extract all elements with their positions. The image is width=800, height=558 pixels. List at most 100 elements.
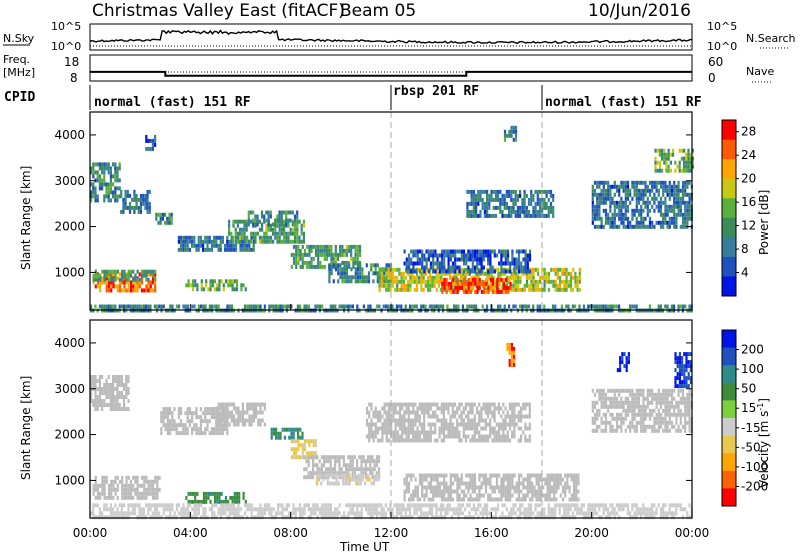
scatter-cell (116, 395, 118, 399)
scatter-cell (450, 423, 452, 427)
scatter-cell (357, 257, 359, 261)
scatter-cell (571, 494, 573, 498)
scatter-cell (152, 274, 154, 278)
scatter-cell (533, 490, 535, 494)
scatter-cell (463, 282, 465, 286)
scatter-cell (441, 498, 443, 502)
scatter-cell (575, 494, 577, 498)
scatter-cell (607, 213, 609, 217)
scatter-cell (222, 411, 224, 415)
scatter-cell (221, 279, 223, 283)
scatter-cell (412, 254, 414, 258)
scatter-cell (483, 439, 485, 443)
scatter-cell (192, 492, 194, 496)
scatter-cell (398, 288, 400, 292)
scatter-cell (403, 288, 405, 292)
scatter-cell (119, 480, 121, 484)
scatter-cell (667, 401, 669, 405)
scatter-cell (233, 244, 235, 248)
scatter-cell (454, 411, 456, 415)
scatter-cell (288, 428, 290, 432)
scatter-cell (670, 169, 672, 173)
scatter-cell (244, 244, 246, 248)
scatter-cell (528, 284, 530, 288)
scatter-cell (569, 498, 571, 502)
scatter-cell (517, 210, 519, 214)
scatter-cell (463, 435, 465, 439)
scatter-cell (195, 423, 197, 427)
scatter-cell (682, 185, 684, 189)
scatter-cell (647, 425, 649, 429)
scatter-cell (596, 429, 598, 433)
scatter-cell (629, 201, 631, 205)
scatter-cell (377, 427, 379, 431)
scatter-cell (481, 474, 483, 478)
scatter-cell (128, 278, 130, 282)
scatter-cell (346, 261, 348, 265)
scatter-cell (396, 288, 398, 292)
scatter-cell (494, 486, 496, 490)
scatter-cell (408, 254, 410, 258)
scatter-cell (439, 474, 441, 478)
scatter-cell (571, 498, 573, 502)
scatter-cell (211, 248, 213, 252)
scatter-cell (421, 474, 423, 478)
scatter-cell (328, 253, 330, 257)
scatter-cell (514, 266, 516, 270)
scatter-cell (296, 232, 298, 236)
scatter-cell (603, 201, 605, 205)
scatter-cell (577, 498, 579, 502)
scatter-cell (165, 415, 167, 419)
scatter-cell (546, 214, 548, 218)
scatter-cell (333, 257, 335, 261)
range-tick-label: 3000 (54, 174, 85, 188)
scatter-cell (408, 486, 410, 490)
scatter-cell (671, 413, 673, 417)
scatter-cell (651, 397, 653, 401)
scatter-cell (387, 288, 389, 292)
scatter-cell (191, 415, 193, 419)
scatter-cell (392, 411, 394, 415)
scatter-cell (357, 263, 359, 267)
scatter-cell (337, 253, 339, 257)
scatter-cell (240, 411, 242, 415)
scatter-cell (209, 248, 211, 252)
scatter-cell (286, 305, 288, 309)
scatter-cell (121, 305, 123, 309)
scatter-cell (143, 484, 145, 488)
scatter-cell (524, 202, 526, 206)
scatter-cell (596, 217, 598, 221)
scatter-cell (492, 266, 494, 270)
scatter-cell (303, 455, 305, 459)
scatter-cell (279, 215, 281, 219)
scatter-cell (480, 411, 482, 415)
scatter-cell (341, 467, 343, 471)
scatter-cell (607, 185, 609, 189)
scatter-cell (344, 478, 346, 482)
scatter-cell (470, 494, 472, 498)
scatter-cell (99, 166, 101, 170)
scatter-cell (222, 431, 224, 435)
scatter-cell (479, 210, 481, 214)
scatter-cell (94, 379, 96, 383)
scatter-cell (669, 193, 671, 197)
scatter-cell (491, 403, 493, 407)
scatter-cell (503, 482, 505, 486)
scatter-cell (419, 270, 421, 274)
scatter-cell (527, 258, 529, 262)
scatter-cell (607, 197, 609, 201)
scatter-cell (421, 439, 423, 443)
scatter-cell (640, 213, 642, 217)
scatter-cell (560, 478, 562, 482)
scatter-cell (365, 459, 367, 463)
scatter-cell (341, 253, 343, 257)
scatter-cell (415, 486, 417, 490)
scatter-cell (456, 478, 458, 482)
scatter-cell (357, 271, 359, 275)
scatter-cell (319, 253, 321, 257)
scatter-cell (423, 288, 425, 292)
scatter-cell (137, 288, 139, 292)
scatter-cell (508, 305, 510, 309)
scatter-cell (629, 409, 631, 413)
scatter-cell (202, 431, 204, 435)
